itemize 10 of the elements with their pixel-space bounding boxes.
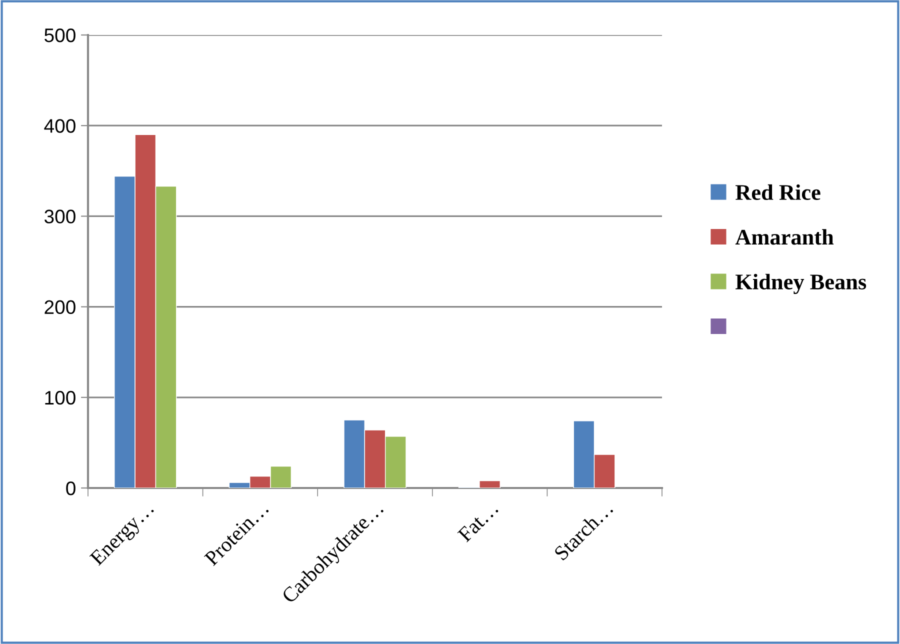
legend-label: Red Rice <box>736 184 820 200</box>
legend-label: Kidney Beans <box>736 274 866 294</box>
y-tick-label: 200 <box>44 300 76 314</box>
y-tick-label: 300 <box>44 210 76 224</box>
y-tick-label: 0 <box>66 481 76 496</box>
y-tick-label: 400 <box>44 119 76 133</box>
y-tick-label: 100 <box>45 390 76 405</box>
legend-label: Amaranth <box>735 229 834 245</box>
y-tick-label: 500 <box>44 28 76 42</box>
x-tick-label: Fat… <box>457 501 499 543</box>
